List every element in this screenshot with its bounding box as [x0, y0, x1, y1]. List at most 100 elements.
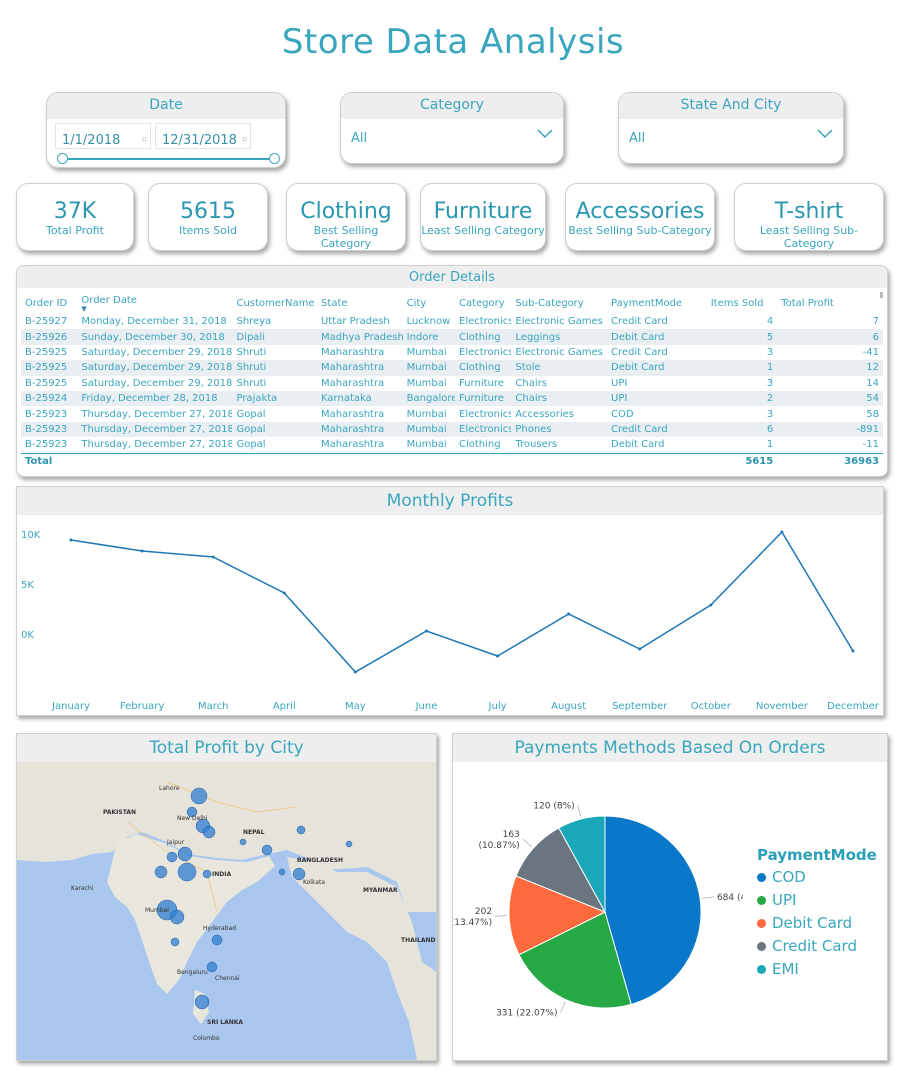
column-header-total-profit[interactable]: Total Profit: [781, 297, 834, 309]
total-label: Total: [21, 452, 78, 469]
date-end-value: 12/31/2018: [162, 133, 237, 148]
category-dropdown[interactable]: All: [347, 123, 559, 149]
profit-point[interactable]: [69, 538, 73, 542]
column-header-city[interactable]: City: [406, 297, 427, 309]
table-cell: Clothing: [459, 439, 501, 451]
table-cell: Lucknow: [406, 316, 451, 328]
column-header-payment-mode[interactable]: PaymentMode: [611, 297, 683, 309]
profit-series-line[interactable]: [70, 530, 854, 673]
column-header-state[interactable]: State: [321, 297, 348, 309]
city-bubble: [211, 934, 223, 946]
pie-slice[interactable]: [515, 827, 607, 913]
table-row[interactable]: B-25924 Friday, December 28, 2018 Prajakta…: [21, 390, 883, 407]
profit-point[interactable]: [140, 549, 144, 553]
table-scrollbar[interactable]: [880, 292, 883, 298]
pie-slice[interactable]: [508, 875, 607, 956]
profit-by-city-title: Total Profit by City: [17, 734, 436, 762]
table-cell: Maharashtra: [321, 377, 385, 389]
map-label: Colombo: [193, 1035, 220, 1042]
pie-data-label: 331 (22.07%): [496, 1009, 557, 1019]
legend-dot-icon: [757, 919, 766, 928]
category-slicer[interactable]: Category All: [340, 92, 564, 164]
column-header-order-date[interactable]: Order Date ▼: [77, 292, 232, 314]
pie-slice[interactable]: [518, 911, 632, 1009]
column-header-customer-name[interactable]: CustomerName: [236, 297, 315, 309]
kpi-value: Accessories: [575, 199, 705, 224]
chevron-down-icon[interactable]: [537, 129, 553, 139]
legend-dot-icon: [757, 942, 766, 951]
table-cell: B-25923: [25, 439, 68, 451]
table-cell: Mumbai: [402, 360, 455, 376]
kpi-least-category: Furniture Least Selling Category: [420, 183, 546, 251]
table-row[interactable]: B-25923 Thursday, December 27, 2018 Gopal M…: [21, 437, 883, 453]
profit-point[interactable]: [567, 612, 571, 616]
table-row[interactable]: B-25926 Sunday, December 30, 2018 Dipali Ma…: [21, 329, 883, 345]
date-range-slider-handle-end[interactable]: [269, 153, 280, 164]
table-cell: Credit Card: [611, 316, 668, 328]
column-header-items-sold[interactable]: Items Sold: [710, 297, 764, 309]
kpi-best-subcategory: Accessories Best Selling Sub-Category: [565, 183, 715, 251]
profit-point[interactable]: [709, 603, 713, 607]
date-range-slider-handle-start[interactable]: [57, 153, 68, 164]
column-header-label: Order Date: [81, 294, 137, 306]
table-cell: B-25924: [21, 390, 78, 407]
kpi-label: Total Profit: [46, 224, 104, 237]
total-profit: 36963: [777, 452, 883, 469]
pie-leader-line: [522, 838, 532, 848]
profit-by-city-map[interactable]: PAKISTAN New Delhi INDIA NEPAL BANGLADES…: [17, 762, 436, 1060]
map-label: THAILAND: [401, 937, 435, 944]
table-cell: Credit Card: [611, 346, 668, 358]
table-row[interactable]: B-25923 Thursday, December 27, 2018 Gopal M…: [21, 406, 883, 421]
chevron-down-icon[interactable]: [817, 129, 833, 139]
map-label: Lahore: [159, 785, 180, 792]
city-bubble: [190, 787, 208, 805]
calendar-icon[interactable]: ▫: [142, 135, 147, 143]
profit-point[interactable]: [851, 649, 855, 653]
table-row[interactable]: B-25927 Monday, December 31, 2018 Shreya Ut…: [21, 314, 883, 329]
date-start-input[interactable]: 1/1/2018 ▫: [55, 123, 151, 149]
table-cell: 5: [706, 329, 778, 345]
column-header-category[interactable]: Category: [459, 297, 505, 309]
sort-desc-icon[interactable]: ▼: [81, 304, 87, 313]
legend-item[interactable]: Credit Card: [757, 937, 887, 960]
table-row[interactable]: B-25925 Saturday, December 29, 2018 Shruti…: [21, 376, 883, 391]
date-end-input[interactable]: 12/31/2018 ▫: [155, 123, 251, 149]
table-cell: Thursday, December 27, 2018: [77, 421, 233, 438]
city-bubble: [261, 844, 273, 856]
profit-point[interactable]: [496, 654, 500, 658]
pie-slice[interactable]: [558, 815, 606, 913]
pie-slice[interactable]: [604, 815, 702, 1005]
table-cell: Indore: [402, 329, 455, 345]
order-details-panel: Order Details Order ID Order Date ▼ Custo…: [16, 265, 888, 477]
legend-item[interactable]: COD: [757, 868, 887, 891]
map-land-india: [107, 834, 275, 994]
date-slicer[interactable]: Date 1/1/2018 ▫ 12/31/2018 ▫: [46, 92, 286, 168]
legend-item[interactable]: UPI: [757, 891, 887, 914]
table-cell: Shruti: [236, 346, 267, 358]
profit-point[interactable]: [638, 647, 642, 651]
legend-item[interactable]: EMI: [757, 960, 887, 983]
table-cell: Stole: [511, 360, 608, 376]
column-header-order-id[interactable]: Order ID: [25, 297, 68, 309]
column-header-sub-category[interactable]: Sub-Category: [515, 297, 584, 309]
profit-point[interactable]: [780, 530, 784, 534]
profit-point[interactable]: [282, 591, 286, 595]
date-range-slider-track[interactable]: [63, 158, 275, 160]
calendar-icon[interactable]: ▫: [242, 135, 247, 143]
table-row[interactable]: B-25923 Thursday, December 27, 2018 Gopal M…: [21, 421, 883, 438]
city-bubble: [169, 909, 185, 925]
y-tick-label: 5K: [21, 580, 34, 591]
kpi-total-profit: 37K Total Profit: [16, 183, 134, 251]
table-row[interactable]: B-25925 Saturday, December 29, 2018 Shruti…: [21, 345, 883, 360]
city-bubble: [202, 825, 216, 839]
profit-point[interactable]: [353, 670, 357, 674]
table-cell: Maharashtra: [317, 360, 403, 376]
table-cell: 4: [766, 316, 774, 328]
table-row[interactable]: B-25925 Saturday, December 29, 2018 Shruti…: [21, 360, 883, 376]
state-city-dropdown[interactable]: All: [625, 123, 839, 149]
map-label: New Delhi: [177, 815, 208, 822]
state-city-slicer[interactable]: State And City All: [618, 92, 844, 164]
profit-point[interactable]: [211, 555, 215, 559]
legend-item[interactable]: Debit Card: [757, 914, 887, 937]
profit-point[interactable]: [424, 629, 428, 633]
